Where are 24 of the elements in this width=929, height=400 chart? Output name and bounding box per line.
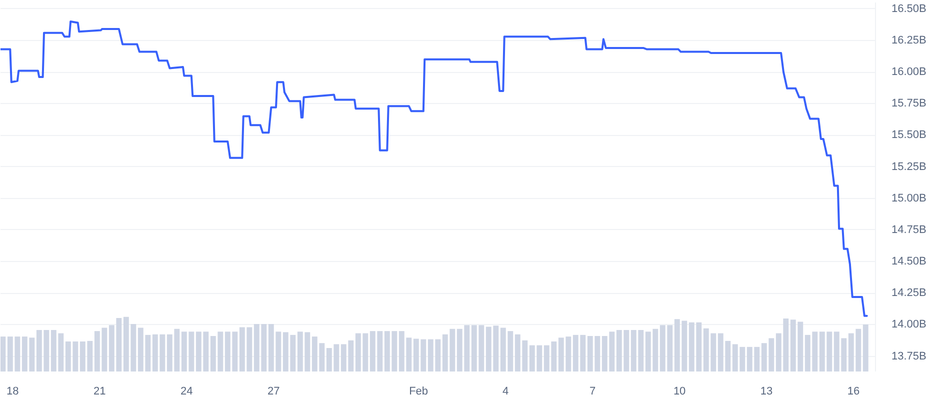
y-tick-label: 13.75B <box>892 350 926 362</box>
y-tick-label: 14.75B <box>892 224 926 236</box>
y-tick-label: 16.00B <box>892 66 926 78</box>
y-tick-label: 14.50B <box>892 256 926 268</box>
x-tick-label: 27 <box>267 386 280 398</box>
y-tick-label: 15.75B <box>892 98 926 110</box>
x-tick-label: 7 <box>590 386 596 398</box>
x-tick-label: 24 <box>180 386 193 398</box>
x-tick-label: 4 <box>502 386 509 398</box>
x-tick-label: 16 <box>847 386 860 398</box>
y-tick-label: 14.00B <box>892 318 926 331</box>
x-tick-label: 10 <box>673 386 686 398</box>
y-tick-label: 16.25B <box>892 34 926 46</box>
x-tick-label: 13 <box>760 386 773 398</box>
y-tick-label: 16.50B <box>892 2 926 15</box>
y-tick-label: 15.00B <box>892 192 926 204</box>
y-tick-label: 14.25B <box>892 287 926 300</box>
x-tick-label: Feb <box>409 386 428 398</box>
y-tick-label: 15.50B <box>892 129 926 142</box>
bar <box>862 324 868 372</box>
y-tick-label: 15.25B <box>892 160 926 173</box>
x-tick-label: 21 <box>93 386 106 398</box>
bar <box>0 336 6 372</box>
x-tick-label: 18 <box>6 386 19 398</box>
